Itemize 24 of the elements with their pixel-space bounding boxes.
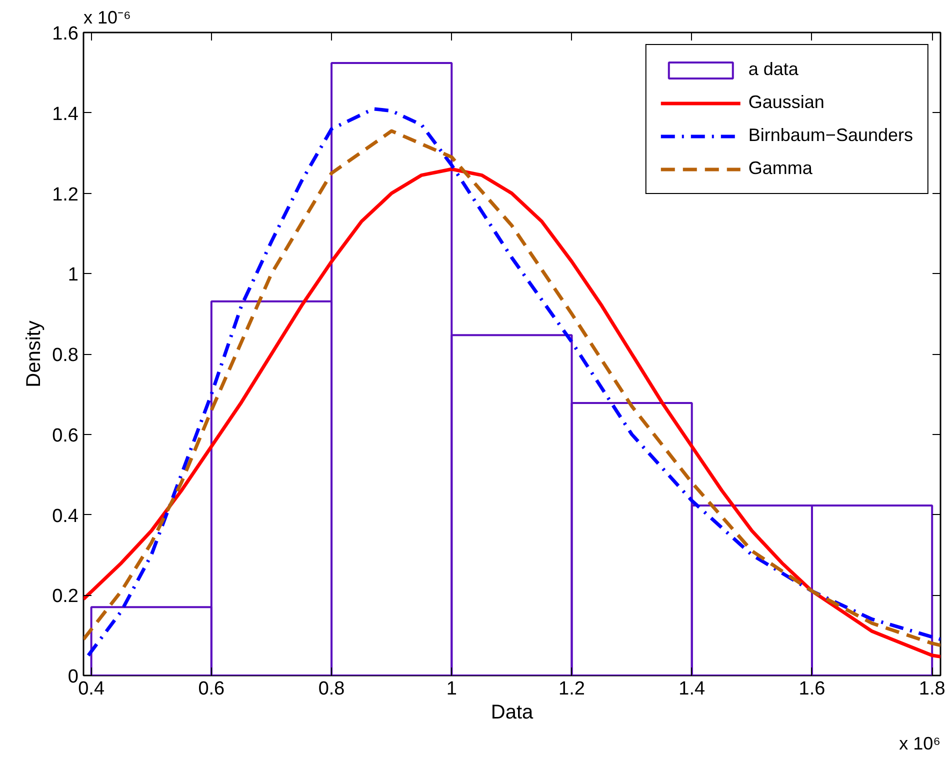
y-tick-label: 0.6	[52, 425, 79, 446]
x-tick-label: 1.4	[678, 678, 706, 700]
x-tick-label: 0.6	[198, 678, 225, 700]
x-tick-label: 1.8	[918, 678, 946, 700]
y-tick-label: 0	[68, 666, 79, 688]
legend-label: Gaussian	[748, 92, 824, 113]
y-axis-title: Density	[23, 320, 46, 388]
y-tick-label: 1.6	[52, 24, 79, 44]
legend-label: Gamma	[748, 158, 812, 179]
legend-label: a data	[748, 59, 798, 80]
y-tick-label: 0.2	[52, 586, 79, 608]
x-tick-label: 0.8	[318, 678, 345, 700]
y-tick-label: 0.4	[52, 506, 79, 527]
text: x 10⁶	[899, 734, 941, 754]
y-tick-label: 1.4	[52, 104, 79, 125]
x-axis-title: Data	[490, 702, 534, 724]
y-tick-label: 1	[68, 264, 79, 286]
x-tick-label: 1.6	[798, 678, 826, 700]
y-tick-label: 0.8	[52, 345, 79, 366]
x-tick-label: 1	[446, 678, 457, 700]
x-tick-label: 1.2	[558, 678, 585, 700]
text: x 10⁻⁶	[84, 8, 131, 28]
legend-label: Birnbaum−Saunders	[748, 125, 913, 146]
y-tick-label: 1.2	[52, 184, 79, 206]
